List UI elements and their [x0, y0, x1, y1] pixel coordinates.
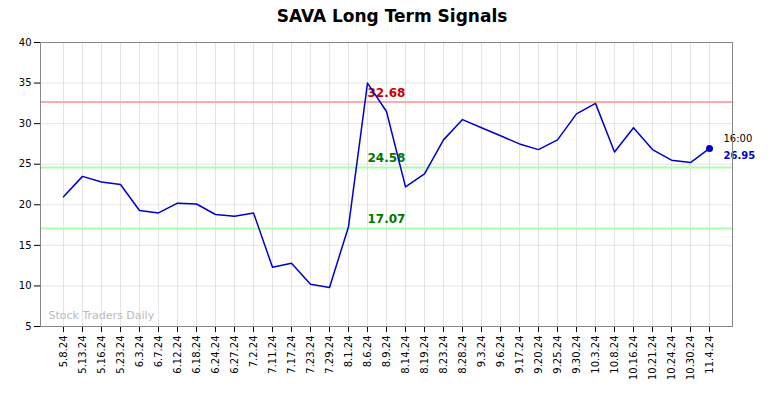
svg-text:9.17.24: 9.17.24 — [514, 336, 525, 374]
svg-text:25: 25 — [19, 158, 32, 169]
svg-text:5.23.24: 5.23.24 — [115, 336, 126, 374]
svg-text:7.23.24: 7.23.24 — [305, 336, 316, 374]
svg-text:6.18.24: 6.18.24 — [191, 336, 202, 374]
svg-text:6.12.24: 6.12.24 — [172, 336, 183, 374]
svg-text:5.16.24: 5.16.24 — [96, 336, 107, 374]
svg-text:8.6.24: 8.6.24 — [362, 336, 373, 368]
svg-text:8.1.24: 8.1.24 — [343, 336, 354, 368]
svg-text:7.11.24: 7.11.24 — [267, 336, 278, 374]
svg-text:8.9.24: 8.9.24 — [381, 336, 392, 368]
svg-text:9.3.24: 9.3.24 — [476, 336, 487, 368]
svg-text:6.27.24: 6.27.24 — [229, 336, 240, 374]
svg-text:5.8.24: 5.8.24 — [58, 336, 69, 368]
svg-text:10.24.24: 10.24.24 — [666, 336, 677, 381]
svg-text:7.17.24: 7.17.24 — [286, 336, 297, 374]
svg-text:9.25.24: 9.25.24 — [552, 336, 563, 374]
svg-text:20: 20 — [19, 199, 32, 210]
svg-text:8.19.24: 8.19.24 — [419, 336, 430, 374]
svg-text:10.16.24: 10.16.24 — [628, 336, 639, 381]
svg-text:35: 35 — [19, 77, 32, 88]
svg-text:6.3.24: 6.3.24 — [134, 336, 145, 368]
svg-text:6.7.24: 6.7.24 — [153, 336, 164, 368]
svg-text:8.28.24: 8.28.24 — [457, 336, 468, 374]
svg-text:7.29.24: 7.29.24 — [324, 336, 335, 374]
svg-text:24.58: 24.58 — [367, 151, 406, 166]
svg-text:8.23.24: 8.23.24 — [438, 336, 449, 374]
svg-text:30: 30 — [19, 118, 32, 129]
svg-text:7.2.24: 7.2.24 — [248, 336, 259, 368]
svg-text:10.8.24: 10.8.24 — [609, 336, 620, 374]
svg-text:9.30.24: 9.30.24 — [571, 336, 582, 374]
svg-text:26.95: 26.95 — [724, 150, 756, 161]
html-text:SAVA Long Term Signals: SAVA Long Term Signals — [276, 6, 508, 26]
svg-text:5: 5 — [25, 321, 31, 332]
svg-text:32.68: 32.68 — [367, 85, 406, 100]
svg-text:9.20.24: 9.20.24 — [533, 336, 544, 374]
svg-text:15: 15 — [19, 240, 32, 251]
svg-text:8.14.24: 8.14.24 — [400, 336, 411, 374]
svg-text:10.21.24: 10.21.24 — [647, 336, 658, 381]
svg-text:16:00: 16:00 — [724, 133, 753, 144]
svg-text:6.24.24: 6.24.24 — [210, 336, 221, 374]
svg-text:40: 40 — [19, 37, 32, 48]
svg-text:10.30.24: 10.30.24 — [685, 336, 696, 381]
svg-text:9.6.24: 9.6.24 — [495, 336, 506, 368]
svg-text:17.07: 17.07 — [368, 212, 406, 226]
svg-text:Stock Traders Daily: Stock Traders Daily — [49, 309, 155, 322]
svg-text:5.13.24: 5.13.24 — [77, 336, 88, 374]
svg-text:10.3.24: 10.3.24 — [590, 336, 601, 374]
svg-text:10: 10 — [19, 280, 32, 291]
svg-text:11.4.24: 11.4.24 — [704, 336, 715, 374]
